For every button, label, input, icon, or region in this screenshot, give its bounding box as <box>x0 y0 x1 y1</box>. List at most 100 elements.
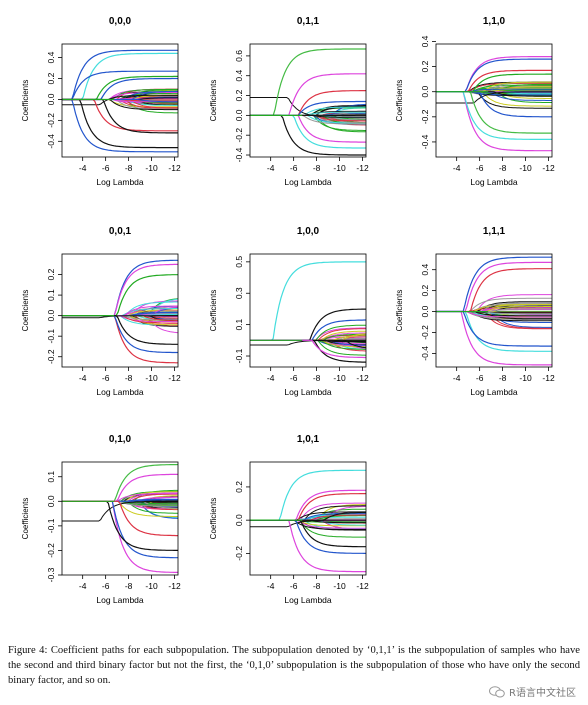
plot-frame <box>435 253 553 368</box>
x-tick-label: -6 <box>290 581 298 591</box>
y-axis-label: Coefficients <box>21 80 30 122</box>
x-tick-label: -4 <box>267 163 275 173</box>
y-tick-label: 0.0 <box>234 514 244 526</box>
x-tick-label: -6 <box>476 373 484 383</box>
y-tick-label: 0.4 <box>46 51 56 63</box>
coefficient-path <box>436 91 552 104</box>
y-tick-label: 0.2 <box>420 284 430 296</box>
panel-1-0-1: -4 -6 -8 -10 -12 -0.2 0.0 0.2 1,0,1 Log Lambda Coe… <box>209 434 369 605</box>
x-tick-label: -10 <box>333 373 346 383</box>
coefficient-path <box>62 500 178 573</box>
x-tick-label: -12 <box>356 163 369 173</box>
y-tick-label: 0.6 <box>234 50 244 62</box>
y-tick-label: -0.4 <box>420 346 430 361</box>
panel-title: 1,0,1 <box>297 434 320 445</box>
x-tick-label: -4 <box>79 163 87 173</box>
y-tick-label: -0.1 <box>46 329 56 344</box>
watermark: R语言中文社区 <box>489 684 576 699</box>
x-tick-label: -4 <box>267 581 275 591</box>
y-tick-label: 0.2 <box>234 89 244 101</box>
series-group <box>62 49 178 153</box>
y-tick-label: 0.5 <box>234 256 244 268</box>
coefficient-path <box>62 315 178 319</box>
x-axis-label: Log Lambda <box>284 595 332 605</box>
x-tick-label: -6 <box>290 163 298 173</box>
x-tick-label: -4 <box>453 163 461 173</box>
x-tick-label: -10 <box>145 581 158 591</box>
x-tick-label: -6 <box>102 373 110 383</box>
y-tick-label: -0.2 <box>420 109 430 124</box>
x-tick-label: -10 <box>145 163 158 173</box>
series-group <box>250 261 366 363</box>
x-tick-label: -12 <box>542 373 555 383</box>
series-group <box>436 56 552 152</box>
figure-caption: Figure 4: Coefficient paths for each sub… <box>8 645 580 686</box>
x-tick-label: -8 <box>125 163 133 173</box>
y-tick-label: 0.1 <box>234 318 244 330</box>
x-axis-label: Log Lambda <box>96 177 144 187</box>
y-tick-label: -0.4 <box>420 134 430 149</box>
x-tick-label: -12 <box>168 373 181 383</box>
y-axis-label: Coefficients <box>21 498 30 540</box>
y-tick-label: -0.2 <box>420 325 430 340</box>
y-tick-label: 0.2 <box>420 60 430 72</box>
x-tick-label: -8 <box>313 581 321 591</box>
coefficient-path <box>62 70 178 101</box>
panel-title: 1,1,0 <box>483 16 506 27</box>
y-tick-label: -0.2 <box>234 546 244 561</box>
y-axis-label: Coefficients <box>21 290 30 332</box>
coefficient-path <box>250 519 366 528</box>
x-tick-label: -12 <box>168 581 181 591</box>
y-tick-label: -0.1 <box>46 518 56 533</box>
y-tick-label: -0.3 <box>46 567 56 582</box>
y-tick-label: -0.4 <box>46 134 56 149</box>
panel-title: 1,1,1 <box>483 226 506 237</box>
figure: -4 -6 -8 -10 -12 -0.4 -0.2 0.0 0.2 0.4 0,0,0 Log La… <box>21 16 555 605</box>
plot-frame <box>61 461 179 576</box>
y-tick-label: 0.0 <box>420 305 430 317</box>
series-group <box>250 469 366 573</box>
x-tick-label: -4 <box>453 373 461 383</box>
y-tick-label: 0.0 <box>420 86 430 98</box>
x-tick-label: -8 <box>125 373 133 383</box>
y-tick-label: 0.2 <box>46 72 56 84</box>
x-tick-label: -8 <box>125 581 133 591</box>
y-tick-label: -0.4 <box>234 147 244 162</box>
y-tick-label: -0.2 <box>46 543 56 558</box>
y-tick-label: 0.4 <box>234 70 244 82</box>
coefficient-path <box>250 97 366 118</box>
x-tick-label: -10 <box>519 373 532 383</box>
x-tick-label: -10 <box>333 581 346 591</box>
x-tick-label: -12 <box>356 581 369 591</box>
x-tick-label: -6 <box>102 163 110 173</box>
x-tick-label: -8 <box>313 163 321 173</box>
y-tick-label: 0.2 <box>234 481 244 493</box>
y-tick-label: -0.1 <box>234 348 244 363</box>
series-group <box>250 48 366 156</box>
panel-title: 0,0,0 <box>109 16 132 27</box>
y-tick-label: 0.1 <box>46 471 56 483</box>
x-tick-label: -6 <box>476 163 484 173</box>
x-tick-label: -4 <box>79 581 87 591</box>
plot-frame <box>249 253 367 368</box>
x-tick-label: -12 <box>542 163 555 173</box>
panel-0-0-0: -4 -6 -8 -10 -12 -0.4 -0.2 0.0 0.2 0.4 0,0,0 Log La… <box>21 16 181 187</box>
x-tick-label: -4 <box>267 373 275 383</box>
x-tick-label: -10 <box>333 163 346 173</box>
y-axis-label: Coefficients <box>209 498 218 540</box>
x-axis-label: Log Lambda <box>284 177 332 187</box>
x-axis-label: Log Lambda <box>96 595 144 605</box>
panel-0-1-0: -4 -6 -8 -10 -12 -0.3 -0.2 -0.1 0.0 0.1 0,1,0 Log L… <box>21 434 181 605</box>
y-axis-label: Coefficients <box>209 290 218 332</box>
panel-title: 0,1,0 <box>109 434 132 445</box>
y-tick-label: 0.0 <box>234 109 244 121</box>
x-tick-label: -6 <box>290 373 298 383</box>
coefficient-path <box>250 339 366 346</box>
series-group <box>62 463 178 573</box>
y-tick-label: 0.0 <box>46 309 56 321</box>
plot-frame <box>435 43 553 158</box>
x-tick-label: -12 <box>356 373 369 383</box>
x-axis-label: Log Lambda <box>470 177 518 187</box>
x-axis-label: Log Lambda <box>470 387 518 397</box>
x-tick-label: -8 <box>499 163 507 173</box>
